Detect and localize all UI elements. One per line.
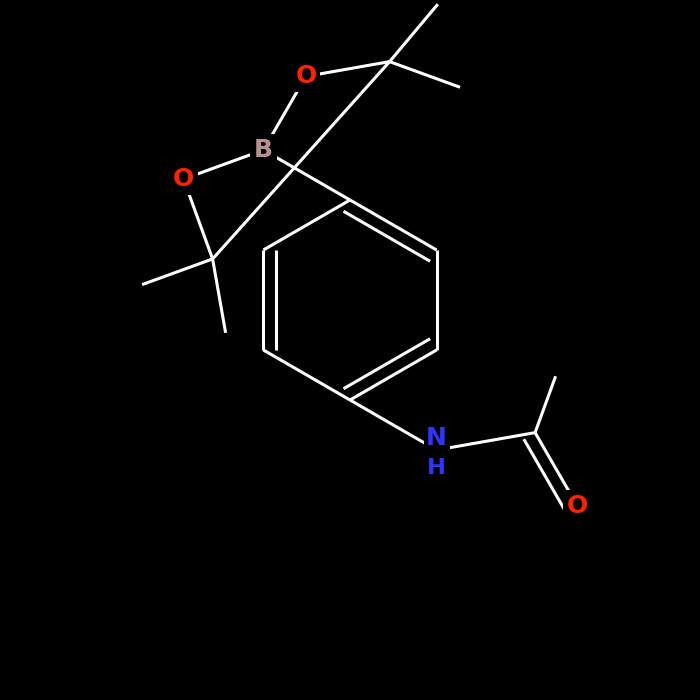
Text: H: H: [427, 458, 446, 478]
Text: O: O: [295, 64, 316, 88]
Text: B: B: [254, 138, 273, 162]
Text: N: N: [426, 426, 447, 450]
Text: O: O: [567, 494, 588, 518]
Text: O: O: [173, 167, 194, 191]
